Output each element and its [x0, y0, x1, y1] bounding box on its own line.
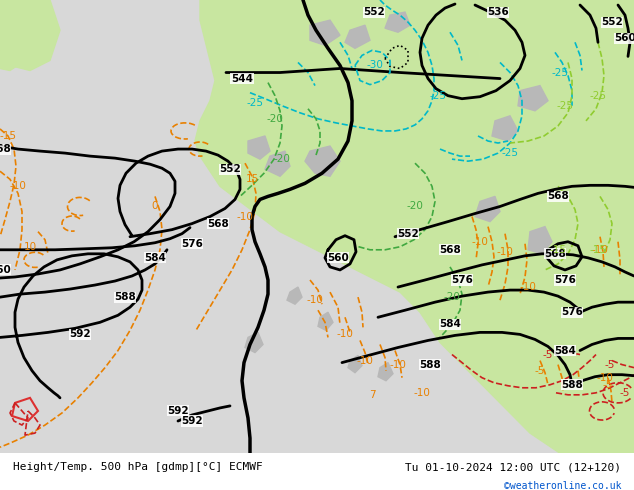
Text: 568: 568	[544, 249, 566, 259]
Polygon shape	[0, 0, 60, 71]
Text: -20: -20	[266, 114, 283, 124]
Text: -25: -25	[590, 91, 607, 100]
Text: -10: -10	[472, 237, 488, 247]
Polygon shape	[348, 356, 362, 373]
Polygon shape	[240, 116, 280, 171]
Polygon shape	[528, 226, 552, 254]
Text: 568: 568	[207, 219, 229, 229]
Text: 552: 552	[363, 7, 385, 17]
Polygon shape	[310, 20, 340, 46]
Text: -5: -5	[543, 349, 553, 360]
Polygon shape	[0, 46, 25, 71]
Text: 576: 576	[554, 275, 576, 285]
Text: -30: -30	[366, 60, 384, 71]
Text: -10: -10	[356, 356, 373, 366]
Polygon shape	[378, 363, 393, 381]
Text: ©weatheronline.co.uk: ©weatheronline.co.uk	[504, 481, 621, 490]
Text: -10: -10	[307, 295, 323, 305]
Text: -15: -15	[550, 245, 567, 255]
Text: 552: 552	[219, 164, 241, 174]
Text: 560: 560	[614, 33, 634, 43]
Text: -25: -25	[552, 68, 569, 77]
Text: -10: -10	[496, 247, 514, 257]
Text: -5: -5	[535, 366, 545, 376]
Text: -10: -10	[413, 388, 430, 398]
Text: 584: 584	[439, 319, 461, 329]
Text: -10: -10	[597, 373, 614, 383]
Text: -25: -25	[247, 98, 264, 108]
Text: 7: 7	[369, 390, 375, 400]
Polygon shape	[248, 136, 270, 159]
Text: -5: -5	[605, 360, 615, 369]
Text: 568: 568	[0, 144, 11, 154]
Text: -10: -10	[337, 329, 353, 340]
Text: 560: 560	[327, 253, 349, 263]
Polygon shape	[265, 151, 290, 176]
Text: -10: -10	[519, 282, 536, 292]
Text: 15: 15	[245, 174, 259, 184]
Polygon shape	[385, 12, 410, 32]
Polygon shape	[492, 116, 518, 141]
Polygon shape	[475, 196, 500, 221]
Text: -10: -10	[236, 212, 254, 221]
Text: Tu 01-10-2024 12:00 UTC (12+120): Tu 01-10-2024 12:00 UTC (12+120)	[405, 462, 621, 472]
Text: 568: 568	[439, 245, 461, 255]
Text: 592: 592	[181, 416, 203, 426]
Text: -25: -25	[501, 148, 519, 158]
Text: Height/Temp. 500 hPa [gdmp][°C] ECMWF: Height/Temp. 500 hPa [gdmp][°C] ECMWF	[13, 462, 262, 472]
Text: 0: 0	[152, 201, 158, 212]
Text: 584: 584	[144, 253, 166, 263]
Text: -25: -25	[429, 91, 446, 100]
Polygon shape	[305, 146, 340, 176]
Text: 552: 552	[601, 17, 623, 27]
Text: 588: 588	[114, 292, 136, 302]
Polygon shape	[280, 0, 440, 91]
Text: -15: -15	[0, 131, 16, 141]
Text: 576: 576	[181, 239, 203, 249]
Text: 592: 592	[69, 329, 91, 340]
Text: -20: -20	[406, 201, 424, 212]
Text: 560: 560	[0, 265, 11, 275]
Text: -10: -10	[592, 245, 609, 255]
Polygon shape	[245, 332, 263, 352]
Text: 576: 576	[451, 275, 473, 285]
Text: 536: 536	[487, 7, 509, 17]
Text: 588: 588	[561, 380, 583, 390]
Text: 576: 576	[561, 307, 583, 317]
Polygon shape	[195, 0, 634, 453]
Text: 568: 568	[547, 192, 569, 201]
Polygon shape	[345, 25, 370, 49]
Text: 592: 592	[167, 406, 189, 416]
Text: -20: -20	[273, 154, 290, 164]
Polygon shape	[318, 312, 333, 330]
Text: 588: 588	[419, 360, 441, 369]
Text: -5: -5	[620, 388, 630, 398]
Polygon shape	[287, 287, 302, 304]
Text: -5: -5	[603, 380, 613, 390]
Polygon shape	[518, 86, 548, 111]
Text: -10: -10	[389, 360, 406, 369]
Text: 584: 584	[554, 345, 576, 356]
Text: -20: -20	[444, 292, 460, 302]
Text: -15: -15	[590, 245, 607, 255]
Text: 10: 10	[23, 242, 37, 252]
Text: -25: -25	[557, 101, 574, 111]
Text: 544: 544	[231, 74, 253, 84]
Text: -10: -10	[10, 181, 27, 191]
Text: 552: 552	[397, 229, 419, 239]
